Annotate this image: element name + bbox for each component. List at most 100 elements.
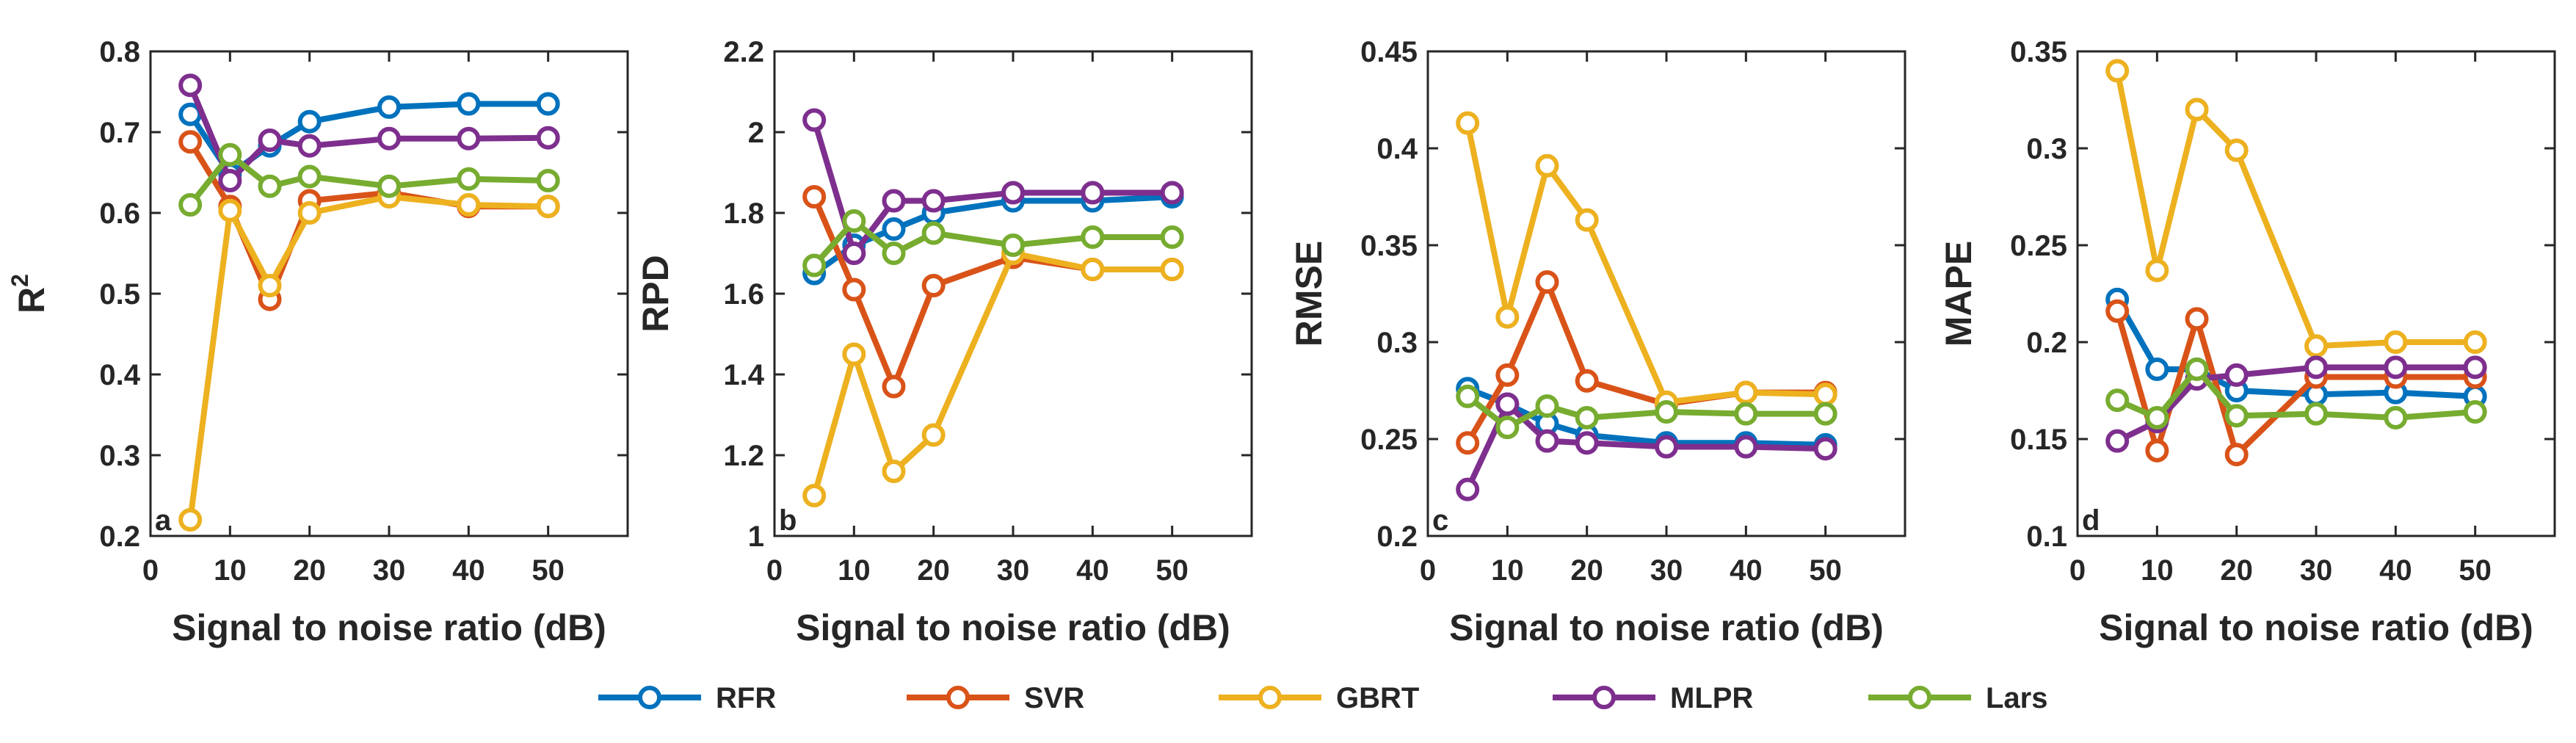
- series-mlpr: [1456, 392, 1837, 501]
- data-point-svr: [882, 374, 906, 399]
- x-tick-label: 40: [1076, 554, 1109, 587]
- legend-item-rfr: RFR: [598, 682, 776, 714]
- data-point-lars: [2145, 405, 2169, 430]
- y-tick-label: 1.2: [723, 440, 764, 472]
- chart-panel-c: 0 10 20 30 40 50 0.2 0.25 0.3 0.35 0.4 0.45 Signal t…: [1288, 36, 1906, 648]
- data-point-mlpr: [297, 134, 322, 158]
- x-tick-label: 20: [293, 554, 326, 587]
- panel-letter: a: [155, 504, 172, 537]
- data-point-lars: [2463, 400, 2487, 424]
- data-point-gbrt: [2224, 138, 2249, 162]
- x-tick-label: 20: [917, 554, 950, 587]
- y-axis-label-superscript: 2: [7, 274, 33, 287]
- data-point-rfr: [457, 92, 481, 116]
- x-tick-label: 0: [766, 554, 783, 587]
- legend: RFR SVR GBRT MLPR Lars: [598, 682, 2048, 714]
- data-point-lars: [1456, 384, 1480, 408]
- y-tick-label: 0.3: [99, 440, 140, 472]
- data-point-gbrt: [1456, 111, 1480, 135]
- y-tick-label: 2: [748, 117, 764, 149]
- data-point-lars: [802, 253, 827, 278]
- series-line-gbrt: [811, 250, 1172, 497]
- series-svr: [2105, 299, 2487, 467]
- y-tick-label: 0.4: [1376, 133, 1418, 165]
- axes-frame: [1426, 50, 1906, 537]
- x-tick-label: 30: [1650, 554, 1683, 587]
- data-point-lars: [1495, 416, 1520, 440]
- x-tick-label: 20: [1570, 554, 1603, 587]
- legend-item-svr: SVR: [907, 682, 1084, 714]
- legend-item-gbrt: GBRT: [1219, 682, 1419, 714]
- data-point-gbrt: [1160, 258, 1184, 281]
- data-point-gbrt: [802, 484, 827, 507]
- chart-panel-a: 0 10 20 30 40 50 0.2 0.3 0.4 0.5 0.6 0.7 0.8 Signal t…: [7, 36, 629, 648]
- data-point-lars: [258, 174, 282, 198]
- data-point-lars: [1001, 233, 1025, 257]
- data-point-gbrt: [178, 508, 203, 532]
- data-point-svr: [2145, 438, 2169, 463]
- data-point-mlpr: [1655, 435, 1678, 459]
- y-tick-label: 0.1: [2026, 521, 2067, 553]
- data-point-lars: [457, 167, 481, 191]
- data-point-mlpr: [921, 189, 946, 213]
- y-tick-label: 0.45: [1360, 36, 1418, 68]
- series-lars: [178, 142, 560, 217]
- data-point-svr: [178, 130, 203, 154]
- data-point-mlpr: [2304, 355, 2328, 380]
- series-rfr: [2105, 287, 2487, 408]
- x-tick-label: 10: [1491, 554, 1524, 587]
- data-point-gbrt: [297, 201, 322, 225]
- data-point-svr: [2224, 443, 2249, 467]
- data-point-gbrt: [1734, 380, 1758, 405]
- data-point-svr: [1575, 369, 1599, 393]
- y-axis-label: RPD: [635, 255, 676, 333]
- data-point-rfr: [882, 217, 906, 241]
- data-point-gbrt: [457, 193, 481, 217]
- panel-letter: b: [779, 504, 797, 537]
- y-tick-label: 0.2: [99, 521, 140, 553]
- y-tick-label: 0.2: [1376, 521, 1418, 553]
- data-point-mlpr: [1456, 477, 1480, 501]
- data-point-mlpr: [457, 126, 481, 151]
- data-point-mlpr: [2105, 429, 2130, 453]
- x-tick-label: 0: [142, 554, 159, 587]
- data-point-lars: [1535, 394, 1559, 418]
- data-point-svr: [1495, 363, 1520, 387]
- series-lars: [2105, 357, 2487, 430]
- y-axis-label-text: RPD: [635, 255, 676, 333]
- y-axis-label: MAPE: [1938, 241, 1979, 347]
- y-tick-label: 0.4: [99, 359, 140, 391]
- y-tick-label: 0.2: [2026, 327, 2067, 359]
- y-axis-label: R2: [7, 274, 52, 313]
- x-tick-label: 10: [214, 554, 247, 587]
- data-point-mlpr: [1575, 431, 1599, 455]
- x-tick-label: 0: [1420, 554, 1436, 587]
- data-point-svr: [842, 278, 866, 302]
- y-tick-label: 0.25: [1360, 424, 1418, 456]
- data-point-lars: [882, 242, 906, 265]
- x-tick-label: 30: [373, 554, 406, 587]
- data-point-lars: [1655, 400, 1678, 424]
- legend-label-rfr: RFR: [716, 682, 776, 714]
- panel-letter: d: [2082, 504, 2100, 537]
- series-lars: [802, 209, 1184, 278]
- legend-marker-gbrt: [1258, 686, 1282, 709]
- data-point-mlpr: [218, 169, 242, 192]
- series-gbrt: [2105, 59, 2487, 358]
- x-tick-label: 50: [1155, 554, 1189, 587]
- data-point-mlpr: [1734, 435, 1758, 459]
- data-point-rfr: [297, 109, 322, 134]
- x-tick-label: 50: [2459, 554, 2492, 587]
- x-tick-label: 40: [452, 554, 485, 587]
- data-point-lars: [842, 209, 866, 233]
- legend-label-lars: Lars: [1986, 682, 2048, 714]
- y-tick-label: 0.35: [1360, 230, 1418, 262]
- data-point-mlpr: [1813, 437, 1837, 461]
- y-axis-label: RMSE: [1288, 241, 1329, 347]
- data-point-lars: [1160, 225, 1184, 249]
- x-tick-label: 20: [2220, 554, 2253, 587]
- x-tick-label: 10: [2141, 554, 2174, 587]
- data-point-lars: [2224, 404, 2249, 428]
